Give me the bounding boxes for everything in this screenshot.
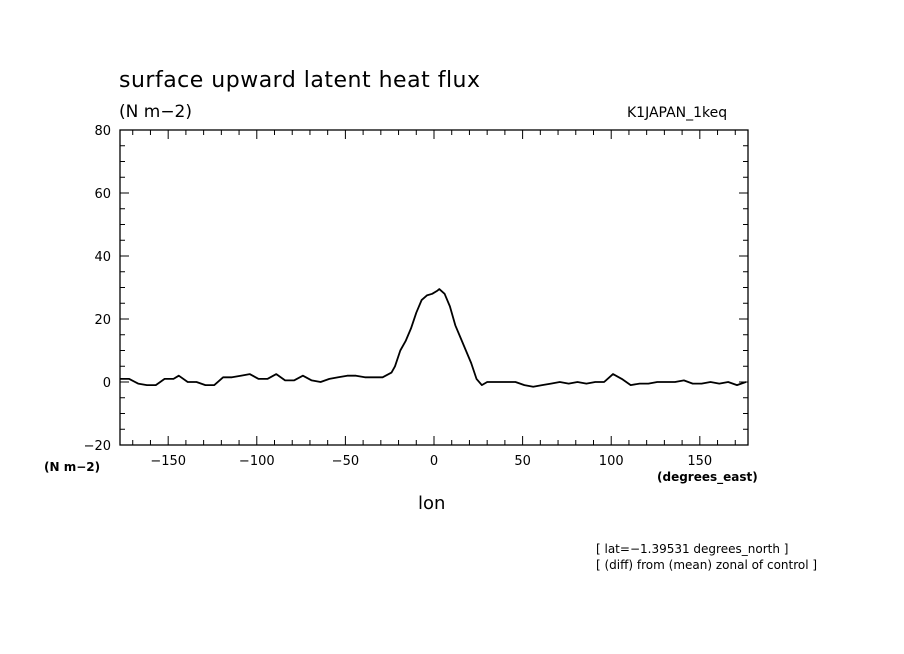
x-tick-label: −150 bbox=[150, 454, 186, 469]
chart-title: surface upward latent heat flux bbox=[119, 68, 481, 93]
x-tick-label: −100 bbox=[239, 454, 275, 469]
y-tick-label: 80 bbox=[94, 124, 111, 139]
x-tick-label: 150 bbox=[687, 454, 712, 469]
x-tick-label: −50 bbox=[332, 454, 359, 469]
plot-frame bbox=[119, 129, 749, 446]
y-tick-label: 20 bbox=[94, 313, 111, 328]
x-axis-units: (degrees_east) bbox=[657, 470, 758, 484]
x-axis-label: lon bbox=[418, 493, 446, 514]
x-tick-label: 0 bbox=[430, 454, 438, 469]
y-tick-label: −20 bbox=[84, 439, 111, 454]
y-axis-units-bottom: (N m−2) bbox=[44, 460, 101, 474]
y-tick-label: 0 bbox=[103, 376, 111, 391]
x-tick-label: 100 bbox=[599, 454, 624, 469]
data-series-line bbox=[120, 288, 747, 388]
y-tick-label: 60 bbox=[94, 187, 111, 202]
diff-note: [ (diff) from (mean) zonal of control ] bbox=[596, 558, 818, 572]
y-tick-label: 40 bbox=[94, 250, 111, 265]
units-label: (N m−2) bbox=[119, 102, 193, 122]
x-tick-label: 50 bbox=[514, 454, 531, 469]
run-label: K1JAPAN_1keq bbox=[627, 105, 728, 121]
latitude-note: [ lat=−1.39531 degrees_north ] bbox=[596, 542, 789, 556]
